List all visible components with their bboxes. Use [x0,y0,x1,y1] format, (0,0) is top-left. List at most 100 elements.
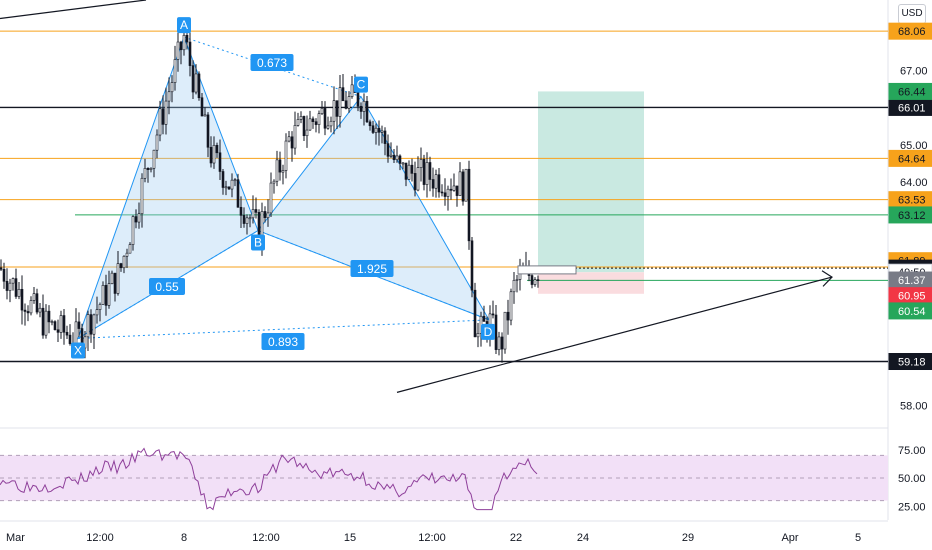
candle-body [203,114,207,117]
candle-body [302,116,306,137]
candle-body [509,291,513,321]
candle-body [434,174,438,189]
candle-body [530,275,534,285]
candle-body [362,100,366,112]
ratio-label-bg [250,54,294,71]
candle-body [497,336,501,350]
rsi-line [0,447,538,511]
candle-body [470,240,474,291]
candle-body [383,130,387,144]
candle-body [344,100,348,109]
candle-body [248,217,252,220]
price-tag: 63.12 [898,210,926,222]
price-tag: 63.53 [898,195,926,207]
candles [0,23,540,363]
candle-body [422,159,426,185]
candle-body [317,113,321,125]
candle-body [413,173,417,191]
entry-marker [517,265,577,275]
candle-body [461,171,465,202]
candle-body [8,282,12,291]
candle-body [491,313,495,316]
candle-body [533,279,537,285]
candle-body [410,164,414,174]
candle-body [233,179,237,182]
candle-body [185,34,189,43]
candle-body [188,41,192,66]
pattern-point-label: B [254,236,262,250]
candle-body [59,315,63,333]
candle-body [425,162,429,185]
x-tick-label: Apr [781,532,798,544]
candle-body [467,168,471,242]
x-tick-label: Mar [6,532,25,544]
candle-body [116,263,120,294]
candle-body [92,314,96,335]
pattern-point-label-bg [177,17,191,34]
candle-body [74,321,78,345]
candle-body [137,213,141,223]
rsi-tick-label: 25.00 [898,501,926,513]
candle-body [263,211,267,219]
candle-body [416,167,420,191]
candle-body [113,272,117,294]
candle-body [287,136,291,142]
candle-body [221,171,225,188]
candle-body [323,108,327,129]
candle-body [65,331,69,336]
candle-body [464,168,468,202]
candle-body [86,314,90,338]
candle-body [53,321,57,331]
candle-body [392,154,396,161]
candle-body [284,140,288,171]
candle-body [17,288,21,297]
ratio-label: 0.55 [155,280,179,294]
candle-body [242,215,246,224]
candle-body [275,159,279,182]
x-tick-label: 29 [682,532,694,544]
candle-body [152,149,156,169]
x-tick-label: 8 [181,532,187,544]
candle-body [365,100,369,123]
candle-body [224,186,228,189]
candle-body [215,145,219,154]
candle-body [128,244,132,254]
candle-body [14,278,18,297]
pattern-point-label: D [484,325,493,339]
candle-body [167,91,171,102]
candle-body [398,155,402,164]
candle-body [218,152,222,172]
pattern-point-label: C [357,78,366,92]
pattern-point-label: A [180,18,188,32]
stop-zone [538,272,644,294]
candle-body [407,164,411,180]
candle-body [272,180,276,184]
trend-arrow-head [821,270,833,287]
candle-body [311,118,315,122]
candle-body [281,170,285,173]
x-tick-label: 15 [344,532,356,544]
trend-line [0,0,147,20]
price-tag: 66.01 [898,102,926,114]
candle-body [356,92,360,107]
y-tick-label: 64.00 [900,177,928,189]
candle-body [437,174,441,193]
price-tag: 60.54 [898,306,926,318]
candle-body [56,329,60,333]
candle-body [176,41,180,60]
candle-body [452,185,456,191]
candle-body [293,125,297,149]
candle-body [350,84,354,97]
candle-body [389,154,393,157]
candle-body [473,289,477,338]
candle-body [338,87,342,117]
candle-body [134,216,138,223]
candle-body [431,179,435,189]
candle-body [173,59,177,83]
candle-body [191,65,195,93]
pattern-ratio-line [77,319,490,339]
candle-body [197,73,201,99]
candle-body [5,280,9,291]
candle-body [320,108,324,114]
